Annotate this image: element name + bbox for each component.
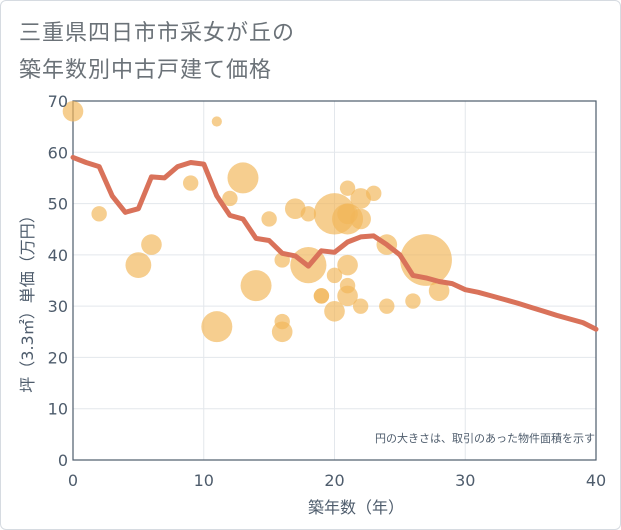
chart-title-line-2: 築年数別中古戸建て価格: [19, 58, 273, 83]
bubble-point: [182, 175, 199, 191]
chart-title: 三重県四日市市采女が丘の 築年数別中古戸建て価格: [19, 15, 295, 89]
bubble-point: [350, 208, 371, 230]
x-tick-label: 10: [194, 471, 214, 490]
bubble-point: [352, 298, 369, 314]
bubble-point: [222, 190, 238, 207]
bubble-point: [313, 288, 330, 304]
bubble-point: [125, 252, 152, 279]
bubble-point: [337, 254, 358, 276]
bubble-point: [274, 313, 290, 330]
y-tick-label: 30: [48, 297, 68, 316]
y-axis-ticks: 0 10 20 30 40 50 60 70: [48, 92, 68, 470]
y-tick-label: 50: [48, 195, 68, 214]
y-axis-label: 坪（3.3㎡）単価（万円）: [18, 207, 37, 392]
bubble-point: [366, 185, 382, 202]
bubble-point: [326, 267, 343, 284]
chart-title-line-1: 三重県四日市市采女が丘の: [19, 21, 296, 46]
y-tick-label: 0: [58, 451, 68, 470]
bubble-point: [261, 211, 277, 227]
y-tick-label: 60: [48, 143, 68, 162]
y-tick-label: 40: [48, 246, 68, 265]
bubble-point: [405, 293, 421, 309]
x-axis-label: 築年数（年）: [308, 498, 404, 517]
bubble-point: [339, 180, 356, 196]
bubble-point: [227, 162, 259, 194]
y-tick-label: 70: [48, 92, 68, 111]
x-tick-label: 20: [324, 471, 344, 490]
bubble-point: [300, 206, 317, 222]
bubble-point: [201, 311, 233, 343]
bubble-point: [211, 116, 222, 127]
bubble-size-note: 円の大きさは、取引のあった物件面積を示す: [375, 431, 595, 445]
bubble-point: [62, 100, 84, 122]
bubble-point: [339, 277, 356, 294]
bubble-point: [428, 280, 450, 302]
x-tick-label: 0: [68, 471, 78, 490]
x-tick-label: 40: [586, 471, 606, 490]
bubble-point: [284, 198, 306, 219]
bubble-point: [324, 300, 345, 322]
bubble-point: [240, 270, 272, 302]
plot-border: [72, 100, 597, 461]
bubble-point: [91, 206, 107, 222]
average-price-line: [70, 154, 599, 332]
y-tick-label: 20: [48, 348, 68, 367]
x-axis-ticks: 0 10 20 30 40: [68, 471, 606, 490]
y-tick-label: 10: [48, 400, 68, 419]
bubble-point: [350, 188, 371, 209]
x-tick-label: 30: [455, 471, 475, 490]
bubble-point: [141, 234, 162, 255]
bubble-point: [379, 298, 395, 314]
